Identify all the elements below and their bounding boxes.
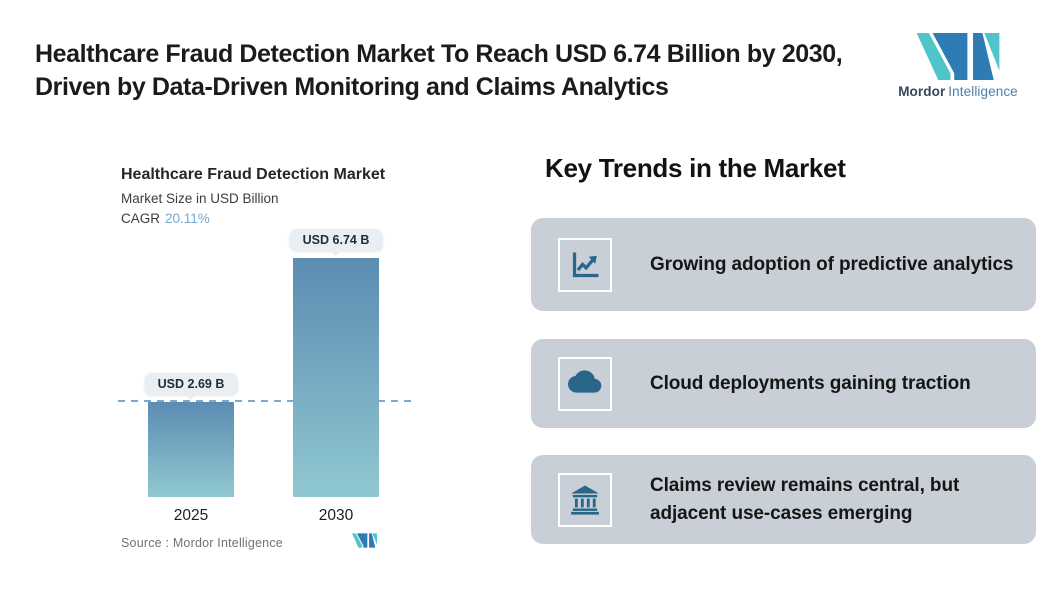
- bank-icon: [558, 472, 612, 527]
- trend-card-cloud-deployments: Cloud deployments gaining traction: [531, 339, 1036, 428]
- bar-2025: [148, 402, 234, 497]
- value-badge-2025: USD 2.69 B: [144, 373, 238, 395]
- trend-card-text: Cloud deployments gaining traction: [650, 372, 971, 394]
- mordor-intelligence-logo-icon: [916, 33, 1000, 80]
- title-line-1: Healthcare Fraud Detection Market To Rea…: [35, 40, 843, 68]
- chart-subtitle: Market Size in USD Billion: [121, 191, 279, 206]
- trend-card-text: Growing adoption of predictive analytics: [650, 253, 1014, 275]
- bar-2030: [293, 258, 379, 497]
- value-badge-2030: USD 6.74 B: [289, 229, 383, 251]
- value-badge-label: USD 6.74 B: [289, 229, 383, 251]
- value-badge-label: USD 2.69 B: [144, 373, 238, 395]
- brand-name: Mordor Intelligence: [898, 84, 1018, 99]
- mordor-intelligence-mark-icon: [352, 533, 377, 548]
- cagr-value: 20.11%: [165, 211, 210, 226]
- chart-cagr: CAGR 20.11%: [121, 211, 210, 226]
- cagr-label: CAGR: [121, 211, 161, 226]
- source-text: Source : Mordor Intelligence: [121, 536, 283, 550]
- trend-chart-icon: [558, 237, 612, 292]
- trend-card-predictive-analytics: Growing adoption of predictive analytics: [531, 218, 1036, 311]
- trend-card-claims-review: Claims review remains central, but adjac…: [531, 455, 1036, 544]
- title-line-2: Driven by Data-Driven Monitoring and Cla…: [35, 73, 669, 101]
- reference-dashed-line: [118, 400, 414, 402]
- axis-label-2030: 2030: [318, 507, 354, 524]
- chart-title: Healthcare Fraud Detection Market: [121, 166, 386, 183]
- brand-logo: Mordor Intelligence: [898, 33, 1018, 99]
- page-title: Healthcare Fraud Detection Market To Rea…: [35, 38, 843, 104]
- trend-card-text: Claims review remains central, but adjac…: [650, 475, 960, 524]
- trends-heading: Key Trends in the Market: [545, 153, 846, 183]
- cloud-icon: [558, 356, 612, 411]
- axis-label-2025: 2025: [173, 507, 209, 524]
- bar-chart: USD 2.69 B 2025 USD 6.74 B 2030: [118, 229, 414, 524]
